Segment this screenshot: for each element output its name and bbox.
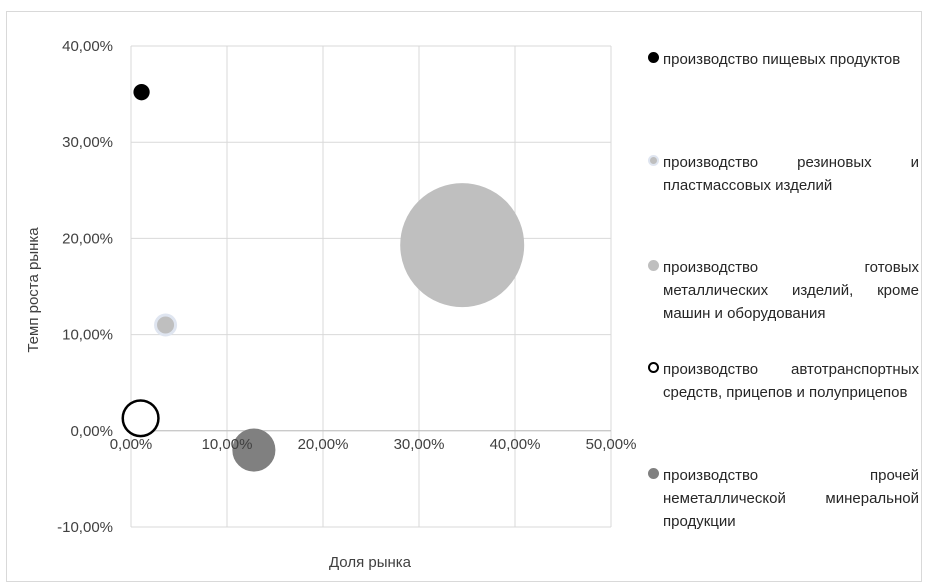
x-axis-title: Доля рынка (329, 554, 412, 571)
y-tick-label: 30,00% (62, 134, 113, 151)
x-tick-label: 50,00% (586, 436, 637, 453)
legend-marker-icon (648, 260, 659, 271)
bubble (400, 183, 525, 308)
legend-label: производство резиновых и пластмассовых и… (663, 154, 919, 194)
legend-marker-icon (648, 155, 659, 166)
y-tick-label: 10,00% (62, 327, 113, 344)
tick-labels: 0,00% 10,00% 20,00% 30,00% 40,00% 50,00% 40,00… (57, 38, 636, 536)
y-tick-label: -10,00% (57, 519, 113, 536)
x-tick-label: 40,00% (490, 436, 541, 453)
legend-label: производство автотранспортных средств, п… (663, 361, 919, 401)
legend-marker-icon (648, 468, 659, 479)
legend-label: производство прочей неметаллической мине… (663, 467, 919, 530)
x-tick-label: 20,00% (298, 436, 349, 453)
x-tick-label: 0,00% (110, 436, 153, 453)
y-tick-label: 0,00% (70, 423, 113, 440)
y-tick-label: 20,00% (62, 230, 113, 247)
legend-label: производство пищевых продуктов (663, 51, 901, 68)
bubbles (121, 84, 525, 472)
y-axis-title: Темп роста рынка (25, 227, 42, 353)
x-tick-label: 10,00% (202, 436, 253, 453)
y-tick-label: 40,00% (62, 38, 113, 55)
gridlines (130, 45, 612, 528)
bubble (232, 428, 276, 472)
bubble (121, 399, 160, 438)
legend-marker-icon (648, 52, 659, 63)
bubble (133, 84, 150, 101)
legend-label: производство готовых металлических издел… (663, 259, 919, 322)
bubble (154, 313, 178, 337)
legend-marker-icon (648, 362, 659, 373)
x-tick-label: 30,00% (394, 436, 445, 453)
